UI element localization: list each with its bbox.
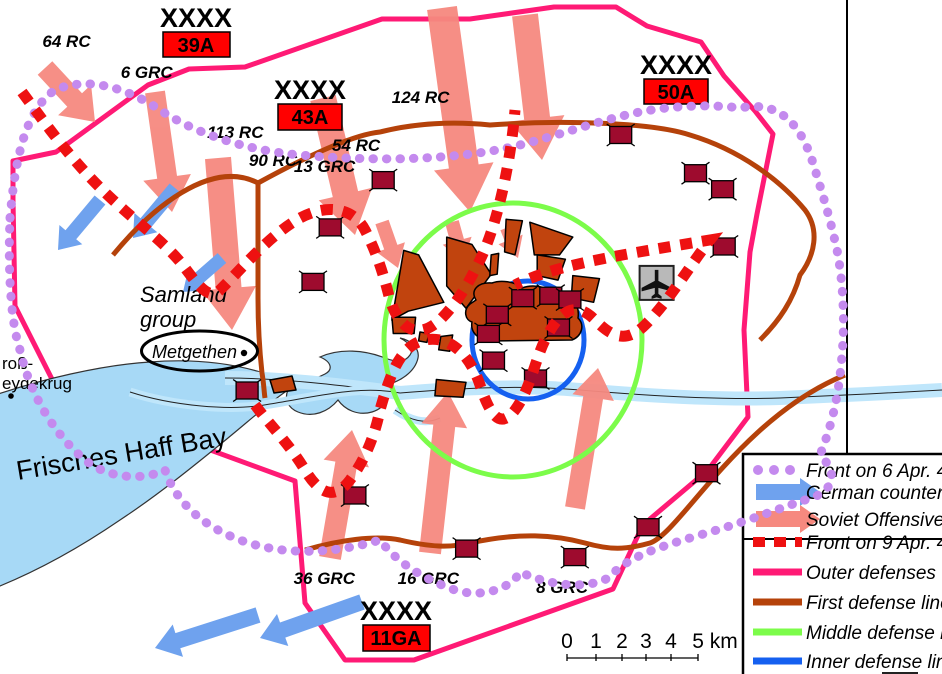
svg-text:11GA: 11GA bbox=[370, 628, 421, 650]
svg-text:Soviet Offensives: Soviet Offensives bbox=[806, 510, 942, 531]
svg-text:1: 1 bbox=[590, 630, 602, 653]
svg-text:XXXX: XXXX bbox=[640, 50, 712, 80]
svg-text:3: 3 bbox=[640, 630, 652, 653]
svg-text:Middle defense line: Middle defense line bbox=[806, 623, 942, 644]
svg-text:64 RC: 64 RC bbox=[42, 32, 91, 51]
svg-text:50A: 50A bbox=[658, 82, 695, 104]
svg-text:XXXX: XXXX bbox=[360, 596, 432, 626]
svg-text:4: 4 bbox=[665, 630, 677, 653]
svg-text:39A: 39A bbox=[178, 35, 215, 57]
svg-text:Metgethen: Metgethen bbox=[152, 342, 237, 362]
svg-text:XXXX: XXXX bbox=[160, 3, 232, 33]
svg-text:Front on 9 Apr. 45: Front on 9 Apr. 45 bbox=[806, 533, 942, 554]
svg-text:36 GRC: 36 GRC bbox=[294, 569, 356, 588]
svg-text:2: 2 bbox=[616, 630, 628, 653]
svg-text:43A: 43A bbox=[292, 107, 329, 129]
svg-text:54 RC: 54 RC bbox=[332, 136, 381, 155]
svg-text:Samland: Samland bbox=[140, 282, 228, 307]
svg-text:5 km: 5 km bbox=[692, 630, 738, 653]
svg-text:Outer defenses: Outer defenses bbox=[806, 563, 936, 584]
svg-text:0: 0 bbox=[561, 630, 573, 653]
svg-text:First defense line: First defense line bbox=[806, 593, 942, 614]
svg-text:Inner defense line: Inner defense line bbox=[806, 652, 942, 673]
svg-text:eydekrug: eydekrug bbox=[2, 374, 72, 393]
svg-text:124 RC: 124 RC bbox=[392, 88, 450, 107]
svg-text:group: group bbox=[140, 307, 196, 332]
svg-text:6 GRC: 6 GRC bbox=[121, 63, 174, 82]
svg-text:roß-: roß- bbox=[2, 354, 33, 373]
svg-text:XXXX: XXXX bbox=[274, 75, 346, 105]
